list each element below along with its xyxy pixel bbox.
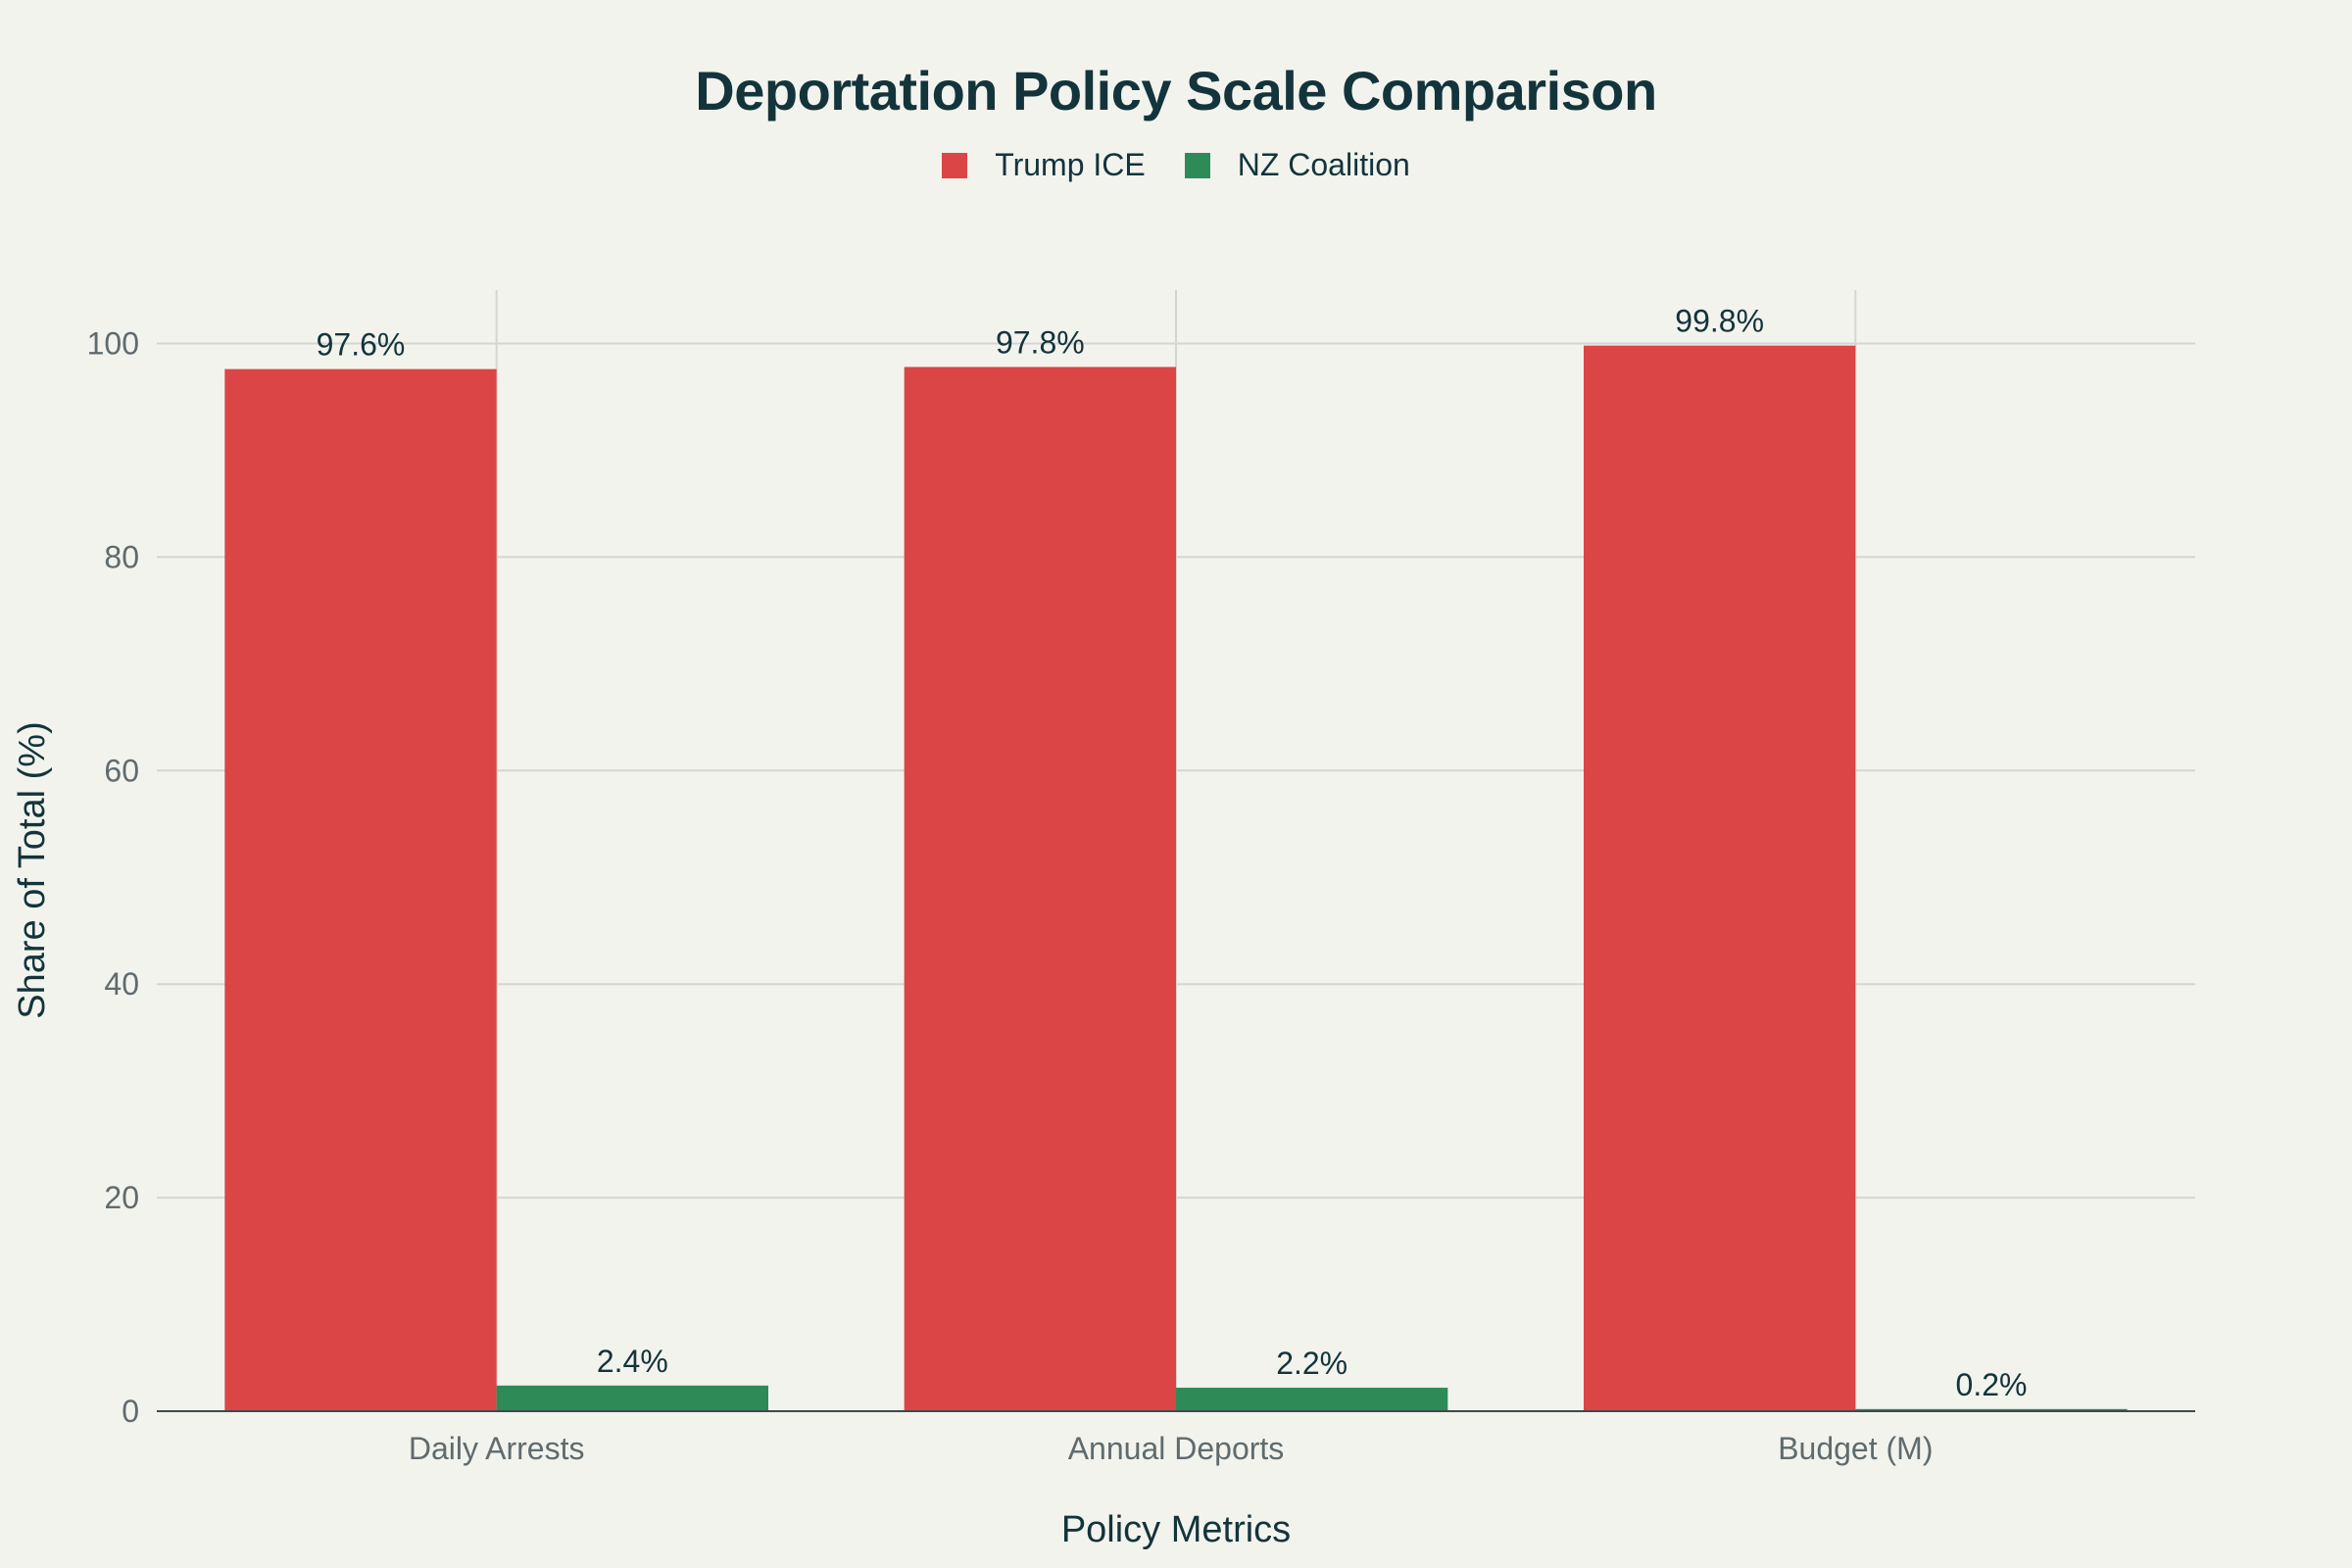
- data-label: 2.2%: [1276, 1346, 1348, 1381]
- data-label: 97.6%: [317, 327, 406, 363]
- data-label: 2.4%: [597, 1344, 668, 1379]
- y-tick-label: 80: [104, 539, 139, 574]
- legend-label-trump-ice: Trump ICE: [995, 147, 1146, 182]
- y-axis-title: Share of Total (%): [12, 721, 53, 1018]
- legend-swatch-nz-coalition: [1184, 152, 1210, 178]
- legend-label-nz-coalition: NZ Coalition: [1237, 147, 1410, 182]
- legend-item-nz-coalition[interactable]: NZ Coalition: [1184, 147, 1410, 183]
- data-label: 99.8%: [1675, 304, 1764, 339]
- legend-swatch-trump-ice: [942, 152, 968, 178]
- bar: [496, 1385, 768, 1411]
- bar: [1584, 345, 1856, 1411]
- data-label: 97.8%: [996, 324, 1085, 360]
- data-label: 0.2%: [1956, 1367, 2028, 1402]
- x-axis-title: Policy Metrics: [1061, 1509, 1291, 1550]
- chart-title: Deportation Policy Scale Comparison: [695, 60, 1657, 122]
- y-tick-label: 100: [87, 325, 139, 361]
- y-tick-label: 0: [122, 1394, 139, 1429]
- bar: [904, 367, 1176, 1412]
- x-tick-label: Annual Deports: [1068, 1431, 1285, 1466]
- x-tick-label: Budget (M): [1778, 1431, 1933, 1466]
- y-tick-label: 20: [104, 1180, 139, 1215]
- bar: [224, 368, 497, 1411]
- bar: [1855, 1408, 2128, 1411]
- y-tick-label: 60: [104, 753, 139, 788]
- y-tick-label: 40: [104, 966, 139, 1002]
- legend-item-trump-ice[interactable]: Trump ICE: [942, 147, 1146, 183]
- legend: Trump ICE NZ Coalition: [0, 147, 2352, 183]
- bar: [1176, 1388, 1448, 1411]
- x-tick-label: Daily Arrests: [409, 1431, 585, 1466]
